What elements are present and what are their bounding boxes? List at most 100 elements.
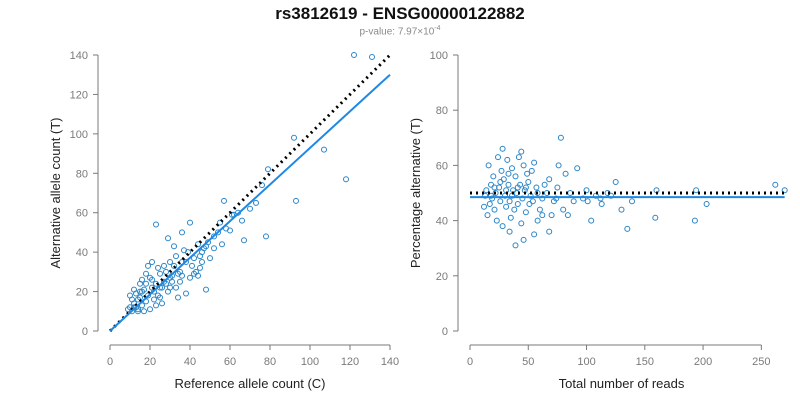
panel1-x-tick-label: 60: [224, 356, 236, 368]
panel1-data-point: [131, 286, 137, 293]
panel1-x-tick-label: 120: [341, 356, 359, 368]
panel2-x-axis-label: Total number of reads: [559, 376, 685, 391]
panel2-data-point: [506, 198, 513, 205]
panel2-y-axis-label: Percentage alternative (T): [408, 118, 423, 268]
panel2-data-point: [570, 198, 577, 205]
panel2-data-point: [652, 214, 659, 221]
panel2-data-point: [507, 214, 514, 221]
panel2-x-tick-label: 150: [636, 356, 654, 368]
panel1-data-point: [199, 249, 205, 256]
panel1-y-axis-label: Alternative allele count (T): [48, 117, 63, 268]
panel1-data-point: [139, 276, 145, 283]
panel2-data-point: [525, 179, 532, 185]
panel2-data-point: [488, 192, 494, 199]
panel1-data-point: [173, 253, 179, 260]
panel2-data-point: [503, 203, 510, 210]
panel2-data-point: [629, 198, 635, 205]
panel2-data-point: [518, 220, 525, 227]
panel2-data-point: [539, 212, 546, 219]
panel1-data-point: [221, 197, 227, 204]
panel2-data-point: [485, 162, 492, 169]
panel1-y-tick-label: 140: [70, 50, 88, 62]
panel2-data-point: [491, 206, 498, 213]
panel1-x-tick-label: 100: [301, 356, 319, 368]
panel1-data-point: [177, 278, 183, 285]
panel1-data-point: [263, 233, 269, 240]
panel2-data-point: [567, 190, 574, 196]
panel2-data-point: [548, 212, 555, 219]
panel1-data-point: [139, 288, 145, 295]
panel1-data-point: [343, 176, 349, 183]
panel2-data-point: [481, 203, 487, 210]
panel2-data-point: [612, 179, 619, 185]
panel2-data-point: [529, 198, 536, 205]
panel2-data-point: [574, 165, 581, 172]
panel2-y-tick-label: 60: [436, 160, 448, 172]
panel2-data-point: [505, 181, 512, 188]
panel1-data-point: [143, 280, 149, 287]
panel1-data-point: [147, 274, 153, 281]
panel2-data-point: [526, 201, 533, 207]
panel2-data-point: [509, 165, 515, 172]
panel1-data-point: [169, 278, 175, 285]
panel1-data-point: [137, 288, 143, 295]
panel1-x-axis-label: Reference allele count (C): [174, 376, 325, 391]
panel1-data-point: [183, 259, 189, 265]
panel2-data-point: [534, 190, 541, 196]
panel1-data-point: [191, 255, 197, 262]
panel1-data-point: [195, 241, 201, 248]
panel1-data-point: [167, 284, 173, 291]
panel2-data-point: [553, 195, 560, 202]
panel1-y-tick-label: 80: [76, 168, 88, 180]
panel2-data-point: [597, 195, 604, 202]
panel1-data-point: [153, 221, 159, 228]
panel1-data-point: [183, 290, 189, 297]
panel1-data-point: [203, 286, 209, 293]
panel1-y-tick-label: 20: [76, 287, 88, 299]
pvalue-subtitle: p-value: 7.97×10-4: [0, 25, 800, 37]
panel1-data-point: [187, 219, 193, 226]
panel2-data-point: [522, 184, 529, 191]
panel1-data-point: [241, 237, 247, 244]
panel1-data-point: [207, 255, 213, 262]
panel2-data-point: [490, 173, 497, 180]
panel1-data-point: [265, 166, 271, 173]
panel2-data-point: [546, 176, 553, 183]
panel2-data-point: [512, 173, 519, 180]
panel2-data-point: [497, 198, 504, 205]
panel1-data-point: [127, 292, 133, 299]
panel1-data-point: [259, 182, 265, 189]
panel1-data-point: [199, 259, 205, 265]
panel2-data-point: [564, 212, 571, 219]
panel1-data-point: [351, 52, 357, 58]
panel1-data-point: [135, 308, 141, 315]
panel1-data-point: [219, 241, 225, 248]
panel2-data-point: [512, 242, 519, 249]
panel1-data-point: [151, 296, 157, 303]
panel1-data-point: [153, 302, 159, 309]
panel2-data-point: [505, 170, 512, 177]
panel2-data-point: [491, 184, 498, 191]
panel2-y-tick-label: 100: [430, 50, 448, 62]
panel1-data-point: [291, 134, 297, 141]
panel2-data-point: [539, 195, 546, 202]
panel2-y-tick-label: 20: [436, 271, 448, 283]
panel2-data-point: [560, 206, 567, 213]
panel2-data-point: [495, 154, 501, 161]
panel2-data-point: [598, 201, 605, 207]
pvalue-text: p-value: 7.97×10: [359, 26, 435, 38]
panel2-data-point: [546, 228, 553, 235]
panel2-data-point: [583, 187, 590, 194]
panel2-data-point: [519, 195, 526, 202]
panel2-x-tick-label: 0: [467, 356, 473, 368]
panel1-data-point: [293, 197, 299, 204]
panel1-data-point: [145, 292, 151, 299]
panel2-data-point: [624, 225, 631, 232]
panel1-data-point: [159, 300, 165, 307]
panel1-reference-dotted-line: [108, 53, 392, 333]
panel2-data-point: [499, 145, 506, 152]
panel2-x-tick-label: 50: [522, 356, 534, 368]
panel2-data-point: [562, 170, 569, 177]
panel2-data-point: [528, 167, 535, 174]
panel2-data-point: [522, 209, 529, 216]
